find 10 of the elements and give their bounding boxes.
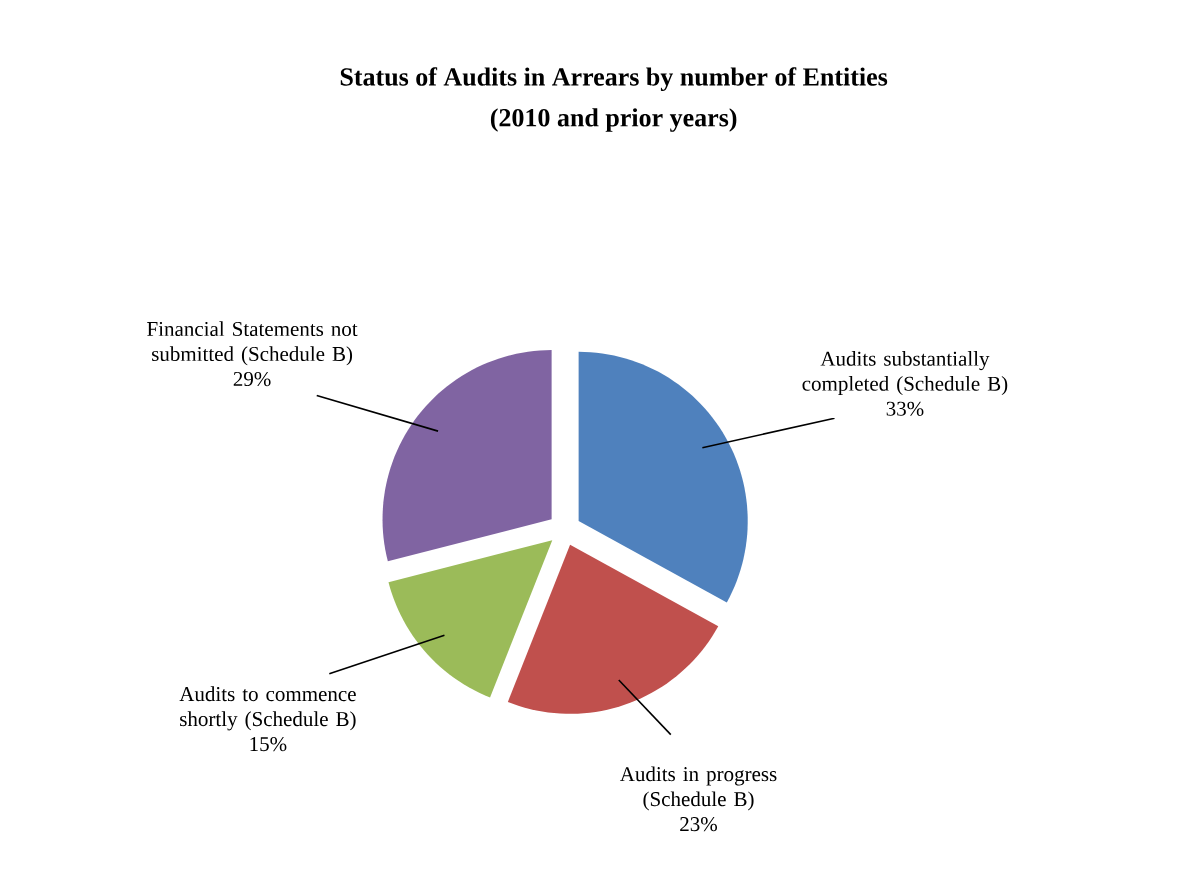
data-label: 29% bbox=[233, 371, 271, 387]
slice-label: Audits to commence shortly (Schedule B) bbox=[179, 686, 356, 731]
slice-label: Financial Statements not submitted (Schedule B) bbox=[147, 321, 358, 366]
data-label: 33% bbox=[886, 401, 924, 416]
chart-subtitle: (2010 and prior years) bbox=[490, 108, 737, 132]
data-label: 23% bbox=[680, 817, 718, 832]
data-label: 15% bbox=[250, 736, 287, 752]
slice-label: Audits in progress (Schedule B) bbox=[619, 766, 777, 811]
chart-title: Status of Audits in Arrears by number of Entities bbox=[340, 67, 888, 92]
slice-label: Audits substantially completed (Schedule B) bbox=[802, 351, 1008, 396]
